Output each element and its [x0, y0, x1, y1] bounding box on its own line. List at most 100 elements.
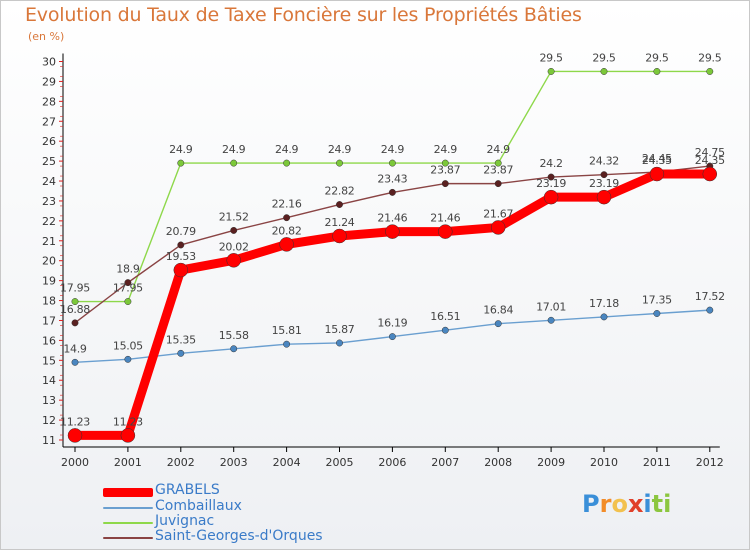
data-label-saint-georges-d-orques: 22.16 [272, 198, 302, 211]
x-tick-label: 2012 [696, 456, 724, 469]
data-point-juvignac [124, 298, 132, 305]
logo-letter: P [582, 490, 600, 518]
data-point-juvignac [494, 159, 502, 167]
data-point-juvignac [336, 159, 343, 167]
data-point-combaillaux [388, 333, 396, 341]
data-label-juvignac: 24.9 [434, 143, 458, 156]
y-tick-label: 13 [42, 394, 56, 407]
data-point-combaillaux [653, 310, 661, 317]
legend-label-saint-georges: Saint-Georges-d'Orques [155, 528, 323, 544]
data-label-saint-georges-d-orques: 16.88 [60, 303, 90, 316]
legend-item-combaillaux[interactable]: Combaillaux [103, 498, 242, 516]
logo-letter: t [651, 490, 664, 518]
data-point-grabels [332, 228, 347, 244]
data-point-grabels [438, 224, 453, 239]
x-tick-label: 2001 [114, 456, 142, 469]
y-tick-label: 22 [42, 215, 56, 228]
data-point-combaillaux [230, 345, 238, 353]
data-point-grabels [279, 237, 294, 252]
logo-letter: i [643, 490, 652, 518]
logo-letter: o [611, 490, 628, 518]
data-label-grabels: 19.53 [166, 250, 196, 263]
y-tick-label: 25 [42, 155, 56, 168]
data-label-combaillaux: 16.51 [430, 310, 460, 323]
y-tick-label: 12 [42, 414, 56, 427]
data-point-grabels [543, 189, 559, 205]
data-label-grabels: 11.23 [60, 415, 90, 428]
data-point-combaillaux [547, 316, 555, 324]
data-point-juvignac [71, 298, 79, 305]
data-label-grabels: 24.35 [642, 154, 672, 167]
data-point-combaillaux [441, 326, 449, 334]
data-point-grabels [226, 253, 241, 268]
y-tick-label: 11 [42, 434, 56, 447]
y-tick-label: 30 [42, 56, 56, 69]
data-label-juvignac: 29.5 [698, 51, 722, 64]
data-label-grabels: 21.46 [377, 212, 407, 225]
data-point-grabels [596, 189, 612, 205]
data-point-saint-georges-d-orques [177, 241, 185, 249]
data-label-combaillaux: 16.19 [377, 317, 407, 330]
data-point-juvignac [706, 68, 714, 75]
data-label-juvignac: 17.95 [60, 282, 90, 295]
data-point-combaillaux [336, 339, 343, 347]
data-label-grabels: 20.02 [219, 240, 249, 253]
data-label-juvignac: 29.5 [539, 51, 563, 64]
data-point-juvignac [177, 159, 185, 167]
proxiti-logo: Proxiti [582, 490, 671, 518]
data-label-saint-georges-d-orques: 18.9 [116, 263, 140, 276]
data-label-juvignac: 24.9 [222, 143, 246, 156]
data-point-grabels [67, 428, 83, 443]
data-point-grabels [120, 428, 136, 443]
data-label-juvignac: 17.95 [113, 282, 143, 295]
data-point-saint-georges-d-orques [230, 226, 238, 234]
legend-item-juvignac[interactable]: Juvignac [103, 513, 214, 531]
y-tick-label: 18 [42, 295, 56, 308]
data-label-juvignac: 29.5 [592, 51, 616, 64]
data-label-saint-georges-d-orques: 23.87 [483, 164, 513, 177]
data-label-combaillaux: 17.18 [589, 297, 619, 310]
data-point-saint-georges-d-orques [547, 173, 555, 181]
x-tick-label: 2011 [643, 456, 671, 469]
data-point-combaillaux [71, 358, 79, 366]
data-point-combaillaux [283, 340, 291, 348]
data-point-combaillaux [124, 355, 132, 363]
y-tick-label: 17 [42, 314, 56, 327]
data-point-saint-georges-d-orques [336, 201, 343, 208]
data-point-saint-georges-d-orques [283, 214, 291, 222]
legend-label-juvignac: Juvignac [155, 513, 215, 529]
data-label-grabels: 21.24 [325, 216, 355, 229]
legend-label-grabels: GRABELS [155, 482, 220, 498]
data-label-juvignac: 24.9 [487, 143, 511, 156]
y-tick-label: 23 [42, 195, 56, 208]
legend-item-grabels[interactable]: GRABELS [103, 482, 220, 500]
data-label-saint-georges-d-orques: 23.87 [430, 164, 460, 177]
data-label-juvignac: 24.9 [381, 143, 405, 156]
y-tick-label: 21 [42, 235, 56, 248]
data-point-combaillaux [706, 306, 714, 314]
legend-item-saint-georges[interactable]: Saint-Georges-d'Orques [103, 528, 323, 546]
data-point-juvignac [547, 68, 555, 75]
chart-title: Evolution du Taux de Taxe Foncière sur l… [25, 4, 582, 26]
data-point-grabels [702, 166, 718, 182]
data-label-grabels: 21.46 [430, 212, 460, 225]
data-label-grabels: 23.19 [589, 177, 619, 190]
data-label-saint-georges-d-orques: 20.79 [166, 225, 196, 238]
legend-swatch-combaillaux [103, 507, 153, 509]
y-tick-label: 28 [42, 95, 56, 108]
data-point-saint-georges-d-orques [388, 188, 396, 196]
y-tick-label: 27 [42, 115, 56, 128]
y-tick-label: 19 [42, 275, 56, 288]
data-label-saint-georges-d-orques: 24.75 [695, 146, 725, 159]
data-point-juvignac [283, 159, 291, 167]
legend-swatch-grabels [103, 487, 153, 497]
data-label-combaillaux: 15.05 [113, 339, 143, 352]
data-point-combaillaux [494, 320, 502, 328]
data-label-combaillaux: 15.81 [272, 324, 302, 337]
data-label-juvignac: 29.5 [645, 51, 669, 64]
data-point-juvignac [388, 159, 396, 167]
logo-letter: x [627, 490, 644, 518]
data-point-saint-georges-d-orques [600, 171, 608, 179]
